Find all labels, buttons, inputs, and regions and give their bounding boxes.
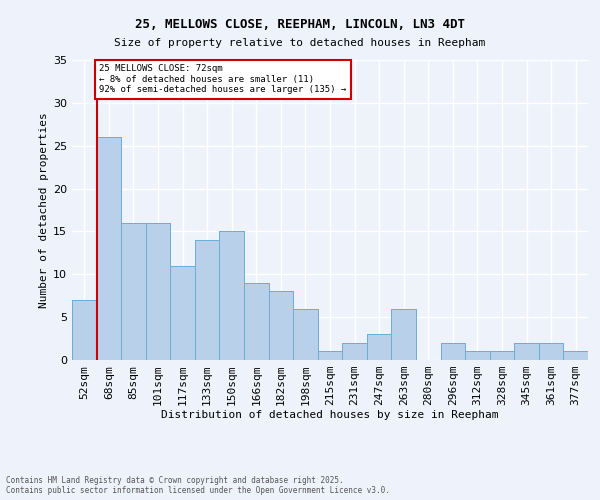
Bar — [72, 300, 97, 360]
Bar — [391, 308, 416, 360]
Bar — [367, 334, 391, 360]
Bar — [97, 137, 121, 360]
Bar — [563, 352, 588, 360]
Bar — [318, 352, 342, 360]
Bar — [293, 308, 318, 360]
Bar — [367, 334, 391, 360]
Bar — [539, 343, 563, 360]
Bar — [220, 232, 244, 360]
Bar — [146, 223, 170, 360]
Bar — [514, 343, 539, 360]
Bar — [170, 266, 195, 360]
Bar — [539, 343, 563, 360]
Bar — [97, 137, 121, 360]
Bar — [465, 352, 490, 360]
Bar — [244, 283, 269, 360]
Bar — [391, 308, 416, 360]
Bar — [195, 240, 220, 360]
Bar — [244, 283, 269, 360]
Bar — [465, 352, 490, 360]
Bar — [170, 266, 195, 360]
Bar — [195, 240, 220, 360]
Bar — [269, 292, 293, 360]
Bar — [121, 223, 146, 360]
Bar — [318, 352, 342, 360]
Y-axis label: Number of detached properties: Number of detached properties — [39, 112, 49, 308]
Bar — [342, 343, 367, 360]
Bar — [563, 352, 588, 360]
Bar — [146, 223, 170, 360]
Bar — [72, 300, 97, 360]
Bar — [490, 352, 514, 360]
Bar — [514, 343, 539, 360]
Bar — [220, 232, 244, 360]
Bar — [490, 352, 514, 360]
Bar — [440, 343, 465, 360]
Text: 25, MELLOWS CLOSE, REEPHAM, LINCOLN, LN3 4DT: 25, MELLOWS CLOSE, REEPHAM, LINCOLN, LN3… — [135, 18, 465, 30]
Text: 25 MELLOWS CLOSE: 72sqm
← 8% of detached houses are smaller (11)
92% of semi-det: 25 MELLOWS CLOSE: 72sqm ← 8% of detached… — [99, 64, 346, 94]
Bar — [342, 343, 367, 360]
Text: Size of property relative to detached houses in Reepham: Size of property relative to detached ho… — [115, 38, 485, 48]
Bar — [293, 308, 318, 360]
Bar — [440, 343, 465, 360]
Text: Contains HM Land Registry data © Crown copyright and database right 2025.
Contai: Contains HM Land Registry data © Crown c… — [6, 476, 390, 495]
Bar — [269, 292, 293, 360]
Bar — [121, 223, 146, 360]
X-axis label: Distribution of detached houses by size in Reepham: Distribution of detached houses by size … — [161, 410, 499, 420]
